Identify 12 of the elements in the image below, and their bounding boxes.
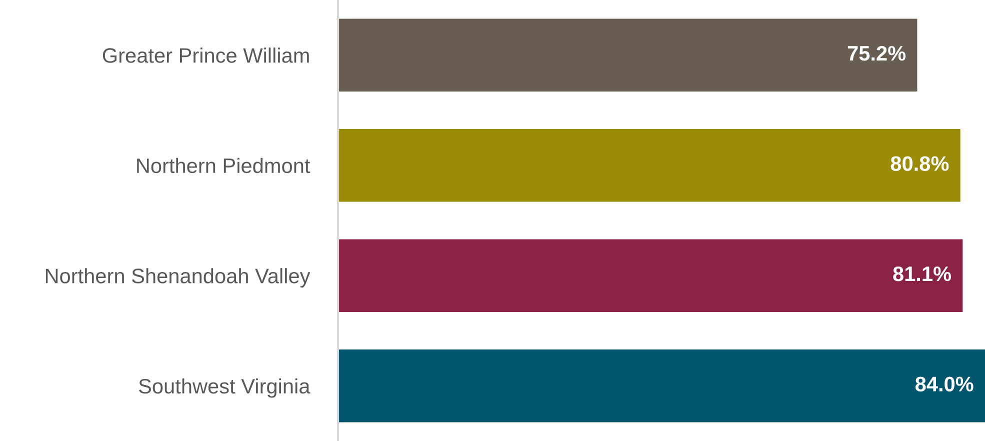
bar — [338, 18, 918, 92]
bar — [338, 239, 963, 312]
y-tick-label: Northern Shenandoah Valley — [46, 268, 310, 288]
data-label: 80.8% — [890, 156, 949, 171]
data-label: 75.2% — [848, 46, 906, 61]
bar — [338, 349, 985, 422]
data-label: 84.0% — [915, 376, 974, 392]
bar — [338, 128, 960, 202]
y-tick-label: Greater Prince William — [102, 48, 309, 63]
data-label: 81.1% — [893, 266, 952, 282]
y-tick-label: Northern Piedmont — [137, 158, 310, 174]
y-tick-label: Southwest Virginia — [138, 378, 310, 398]
